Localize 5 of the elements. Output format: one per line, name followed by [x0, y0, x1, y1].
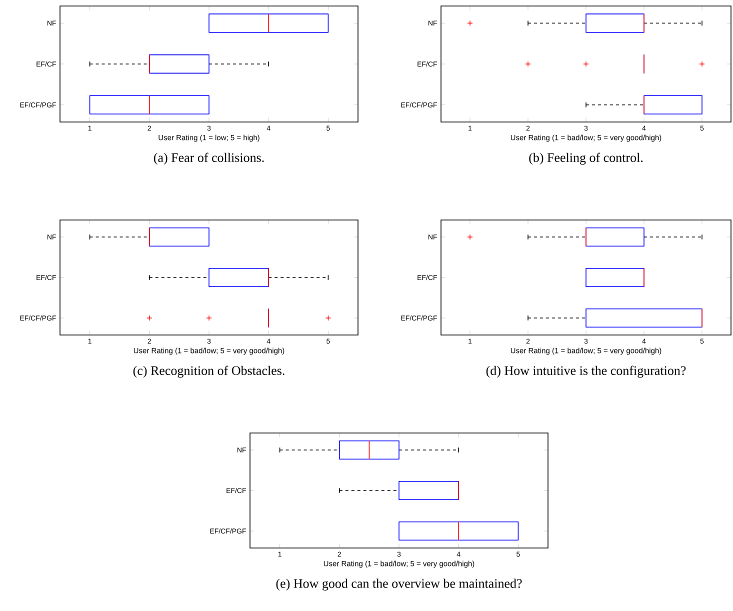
text: (d) How intuitive is the configuration?	[486, 366, 686, 378]
text: (b) Feeling of control.	[529, 152, 643, 165]
text: (e) How good can the overview be maintained?	[276, 578, 522, 591]
text: (a) Fear of collisions.	[154, 152, 264, 165]
text: (c) Recognition of Obstacles.	[133, 366, 284, 378]
